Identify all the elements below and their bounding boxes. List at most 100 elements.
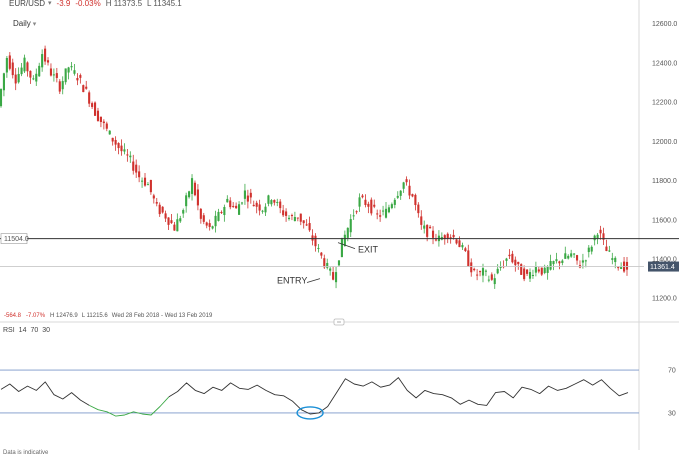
price-axis-tick: 12200.0 bbox=[652, 100, 677, 107]
exit-pointer bbox=[337, 242, 356, 249]
candle-body bbox=[102, 121, 105, 124]
rsi-name: RSI bbox=[3, 327, 15, 334]
candle-body bbox=[596, 234, 599, 239]
candle-body bbox=[202, 215, 205, 222]
candle-body bbox=[276, 201, 279, 203]
instrument-header: EUR/USD ▾ -3.9 -0.03% H 11373.5 L 11345.1 bbox=[0, 0, 679, 12]
candle-body bbox=[229, 200, 232, 208]
candle-body bbox=[452, 234, 455, 238]
candle-body bbox=[470, 262, 473, 273]
entry-pointer bbox=[306, 278, 321, 283]
candle-body bbox=[570, 253, 573, 257]
candle-body bbox=[32, 78, 35, 80]
rsi-axis-tick: 30 bbox=[668, 410, 676, 417]
candle-body bbox=[379, 215, 382, 217]
candle-body bbox=[5, 57, 8, 73]
candle-body bbox=[182, 210, 185, 214]
candle-body bbox=[55, 73, 58, 78]
candle-body bbox=[249, 192, 252, 198]
candle-body bbox=[126, 154, 129, 156]
candle-body bbox=[111, 137, 114, 142]
candle-body bbox=[158, 204, 161, 215]
candle-body bbox=[96, 110, 100, 121]
candle-body bbox=[487, 279, 490, 281]
candle-body bbox=[226, 198, 229, 203]
candle-body bbox=[429, 226, 432, 229]
candle-body bbox=[85, 86, 88, 89]
horizontal-level[interactable]: 11504.0 bbox=[0, 233, 679, 244]
candle-body bbox=[564, 253, 567, 259]
candle-body bbox=[399, 190, 402, 196]
candle-body bbox=[382, 210, 385, 212]
candle-body bbox=[258, 204, 261, 211]
candle-body bbox=[340, 237, 343, 258]
candle-body bbox=[117, 143, 120, 149]
candle-body bbox=[232, 205, 235, 207]
candle-body bbox=[243, 190, 246, 199]
candle-body bbox=[528, 272, 532, 279]
candle-body bbox=[455, 239, 458, 244]
candle-body bbox=[205, 222, 208, 226]
candle-body bbox=[311, 235, 314, 241]
candle-body bbox=[323, 258, 326, 268]
candle-body bbox=[526, 269, 529, 274]
candle-body bbox=[484, 270, 487, 272]
candle-body bbox=[334, 272, 338, 283]
header-low: L 11345.1 bbox=[147, 0, 182, 8]
candle-body bbox=[67, 67, 70, 73]
candle-body bbox=[170, 220, 173, 224]
rsi-axis-tick: 70 bbox=[668, 368, 676, 375]
candle-body bbox=[614, 257, 617, 263]
candle-body bbox=[146, 184, 150, 186]
candle-body bbox=[384, 208, 388, 218]
candle-body bbox=[467, 250, 470, 267]
candle-body bbox=[575, 255, 579, 261]
candle-body bbox=[188, 191, 191, 198]
chevron-down-icon[interactable]: ▾ bbox=[48, 0, 52, 7]
period-range: Wed 28 Feb 2018 - Wed 13 Feb 2019 bbox=[111, 313, 213, 319]
caret-down-icon: ▾ bbox=[32, 21, 37, 28]
candle-body bbox=[167, 217, 170, 225]
candle-body bbox=[99, 116, 102, 122]
candle-body bbox=[314, 235, 317, 247]
candle-body bbox=[352, 215, 355, 217]
candle-body bbox=[520, 264, 523, 275]
candle-body bbox=[420, 216, 423, 225]
candle-body bbox=[337, 260, 341, 266]
candle-body bbox=[523, 268, 526, 280]
period-low: L 11215.6 bbox=[81, 313, 108, 319]
candle-body bbox=[605, 246, 608, 252]
candle-body bbox=[138, 171, 141, 178]
rsi-legend[interactable]: RSI 14 70 30 bbox=[3, 327, 54, 334]
candle-body bbox=[370, 199, 373, 214]
disclaimer: Data is indicative bbox=[3, 450, 49, 456]
candle-body bbox=[52, 74, 55, 76]
candle-body bbox=[73, 70, 76, 74]
candle-body bbox=[261, 210, 264, 212]
candle-body bbox=[179, 218, 182, 222]
candle-body bbox=[108, 130, 111, 135]
candle-body bbox=[434, 239, 438, 241]
candle-body bbox=[173, 224, 176, 231]
candle-body bbox=[546, 267, 549, 273]
candle-body bbox=[514, 259, 517, 266]
candle-body bbox=[0, 89, 3, 107]
candle-body bbox=[361, 195, 364, 198]
period-high: H 12476.9 bbox=[50, 313, 78, 319]
candle-body bbox=[431, 230, 435, 238]
rsi-period: 14 bbox=[18, 327, 27, 334]
symbol-label[interactable]: EUR/USD bbox=[9, 0, 46, 8]
timeframe-dropdown[interactable]: Daily ▾ bbox=[13, 19, 36, 28]
candle-body bbox=[273, 200, 276, 203]
candle-body bbox=[443, 235, 446, 240]
header-change-percent: -0.03% bbox=[75, 0, 101, 8]
rsi-oversold: 30 bbox=[42, 327, 51, 334]
candle-body bbox=[61, 81, 64, 90]
candle-body bbox=[508, 254, 511, 257]
oversold-highlight-ellipse bbox=[296, 406, 324, 420]
candle-body bbox=[264, 206, 267, 213]
candle-body bbox=[293, 216, 296, 222]
candle-body bbox=[279, 201, 282, 209]
candle-body bbox=[70, 66, 73, 68]
